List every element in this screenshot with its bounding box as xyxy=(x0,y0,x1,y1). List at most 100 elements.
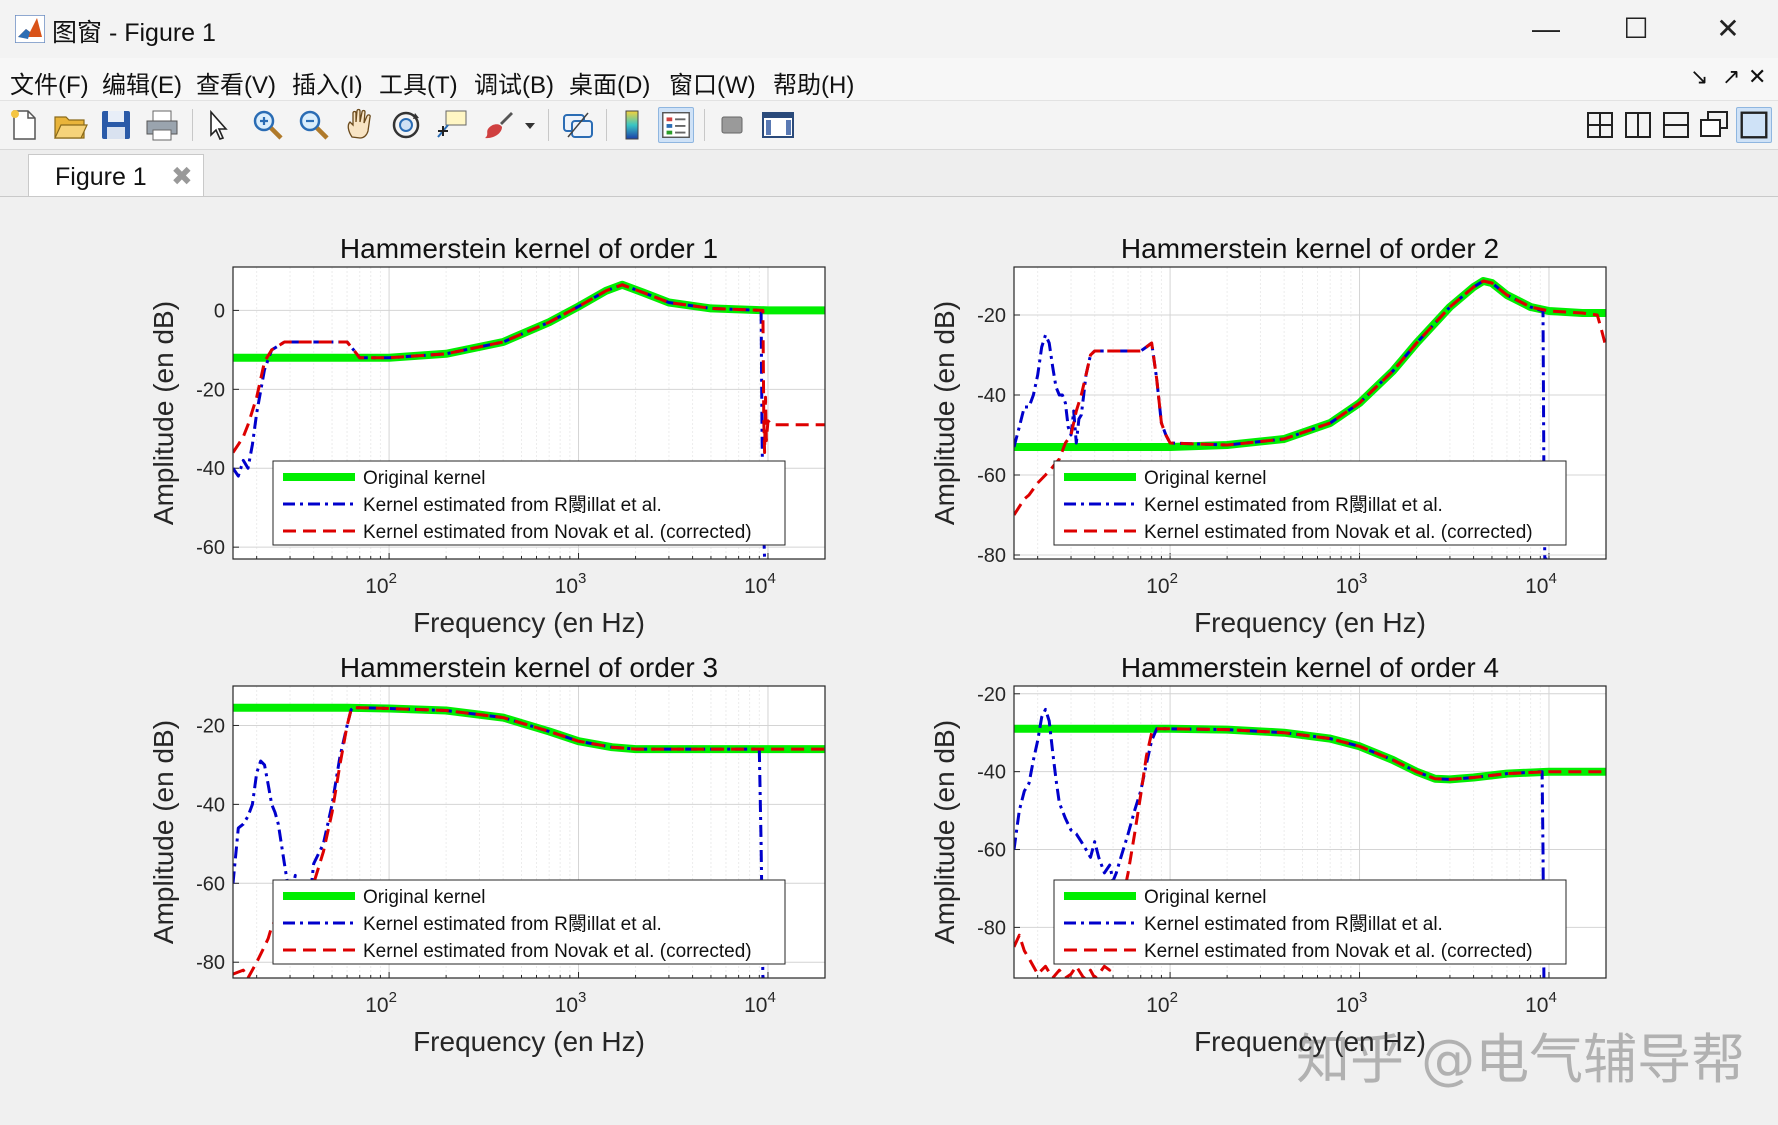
y-tick-label: -80 xyxy=(977,917,1006,939)
x-tick-label: 103 xyxy=(1336,570,1368,598)
chart-title: Hammerstein kernel of order 4 xyxy=(1121,652,1499,683)
legend-entry-2: Kernel estimated from R閿illat et al. xyxy=(363,914,662,935)
legend-entry-2: Kernel estimated from R閿illat et al. xyxy=(1144,495,1443,516)
toolbar-separator xyxy=(704,109,705,141)
y-tick-label: -80 xyxy=(977,545,1006,567)
maximize-button[interactable]: ☐ xyxy=(1623,13,1649,44)
minimize-button[interactable]: — xyxy=(1532,13,1560,44)
menu-tools[interactable]: 工具(T) xyxy=(379,72,458,99)
y-axis-label: Amplitude (en dB) xyxy=(929,301,960,525)
x-tick-label: 102 xyxy=(1146,570,1178,598)
legend-entry-3: Kernel estimated from Novak et al. (corr… xyxy=(1144,522,1533,543)
x-axis-label: Frequency (en Hz) xyxy=(1194,1026,1426,1057)
figure-toolbar xyxy=(0,101,1778,150)
axes-border xyxy=(1013,685,1607,979)
series-line-3 xyxy=(233,706,825,978)
y-tick-label: -20 xyxy=(977,305,1006,327)
legend-entry-2: Kernel estimated from R閿illat et al. xyxy=(1144,914,1443,935)
zoom-in-icon[interactable] xyxy=(250,107,286,143)
chevron-down-icon[interactable] xyxy=(522,107,538,143)
x-axis-label: Frequency (en Hz) xyxy=(1194,607,1426,638)
legend[interactable]: Original kernel Kernel estimated from R閿i… xyxy=(1053,879,1567,965)
close-window-button[interactable]: ✕ xyxy=(1716,13,1740,44)
axes-3: -80 -60 -40 -20 102 103 104 Hammerstein kernel … xyxy=(148,652,826,1057)
legend-box xyxy=(1053,879,1567,965)
undock-icon[interactable]: ↘ xyxy=(1690,64,1709,89)
legend-entry-1: Original kernel xyxy=(1144,468,1267,489)
top-bottom-icon[interactable] xyxy=(1658,107,1694,143)
colorbar-icon[interactable] xyxy=(614,107,650,143)
x-tick-label: 102 xyxy=(365,989,397,1017)
save-icon[interactable] xyxy=(98,107,134,143)
series-group xyxy=(1014,277,1606,559)
series-line-2 xyxy=(233,706,765,978)
link-icon[interactable] xyxy=(560,107,596,143)
dock-arrow-icon[interactable]: ↗ xyxy=(1722,64,1741,89)
legend-box xyxy=(272,460,786,546)
open-icon[interactable] xyxy=(52,107,88,143)
y-tick-label: -60 xyxy=(196,873,225,895)
x-tick-label: 103 xyxy=(555,989,587,1017)
plots-svg: -60 -40 -20 0 102 103 104 Hammerstein kernel of… xyxy=(148,233,1607,1057)
tile-icon[interactable] xyxy=(1582,107,1618,143)
menu-bar: 文件(F) 编辑(E) 查看(V) 插入(I) 工具(T) 调试(B) 桌面(D… xyxy=(0,58,1778,101)
y-tick-label: -40 xyxy=(196,458,225,480)
menu-window[interactable]: 窗口(W) xyxy=(669,72,756,99)
legend-box xyxy=(272,879,786,965)
series-line-2 xyxy=(1014,707,1546,978)
dock-icon[interactable] xyxy=(1736,107,1772,143)
menu-edit[interactable]: 编辑(E) xyxy=(102,72,182,99)
brush-icon[interactable] xyxy=(480,107,516,143)
legend[interactable]: Original kernel Kernel estimated from R閿i… xyxy=(272,460,786,546)
y-tick-label: 0 xyxy=(214,300,225,322)
menu-view[interactable]: 查看(V) xyxy=(196,72,276,99)
y-tick-label: -60 xyxy=(977,465,1006,487)
left-right-icon[interactable] xyxy=(1620,107,1656,143)
chart-title: Hammerstein kernel of order 2 xyxy=(1121,233,1499,264)
matlab-logo-icon xyxy=(15,15,45,43)
show-plot-tools-icon[interactable] xyxy=(760,107,796,143)
x-tick-label: 104 xyxy=(1525,570,1557,598)
print-icon[interactable] xyxy=(144,107,180,143)
float-icon[interactable] xyxy=(1696,107,1732,143)
series-line-2 xyxy=(1014,279,1548,559)
hide-plot-tools-icon[interactable] xyxy=(714,107,750,143)
axes-border xyxy=(1013,266,1607,560)
rotate-3d-icon[interactable] xyxy=(388,107,424,143)
close-figure-icon[interactable]: ✕ xyxy=(1748,64,1767,89)
series-group xyxy=(1014,707,1606,978)
tab-label: Figure 1 xyxy=(55,163,147,191)
menu-insert[interactable]: 插入(I) xyxy=(292,72,363,99)
zoom-out-icon[interactable] xyxy=(296,107,332,143)
y-tick-label: -40 xyxy=(977,762,1006,784)
y-tick-label: -40 xyxy=(977,385,1006,407)
window-title: 图窗 - Figure 1 xyxy=(52,19,216,47)
chart-title: Hammerstein kernel of order 3 xyxy=(340,652,718,683)
x-axis-label: Frequency (en Hz) xyxy=(413,607,645,638)
y-tick-label: -60 xyxy=(977,840,1006,862)
pointer-icon[interactable] xyxy=(200,107,236,143)
tab-figure-1[interactable]: Figure 1 ✖ xyxy=(28,154,204,196)
legend[interactable]: Original kernel Kernel estimated from R閿i… xyxy=(272,879,786,965)
data-cursor-icon[interactable] xyxy=(434,107,470,143)
new-icon[interactable] xyxy=(6,107,42,143)
legend-box xyxy=(1053,460,1567,546)
x-tick-label: 104 xyxy=(1525,989,1557,1017)
toolbar-separator xyxy=(548,109,549,141)
axes-1: -60 -40 -20 0 102 103 104 Hammerstein kernel of… xyxy=(148,233,826,638)
legend-entry-3: Kernel estimated from Novak et al. (corr… xyxy=(363,941,752,962)
menu-file[interactable]: 文件(F) xyxy=(10,72,89,99)
menu-desktop[interactable]: 桌面(D) xyxy=(569,72,651,99)
menu-debug[interactable]: 调试(B) xyxy=(474,72,554,99)
menu-help[interactable]: 帮助(H) xyxy=(773,72,855,99)
y-tick-label: -40 xyxy=(196,794,225,816)
legend[interactable]: Original kernel Kernel estimated from R閿i… xyxy=(1053,460,1567,546)
pan-icon[interactable] xyxy=(342,107,378,143)
axes-4: -80 -60 -40 -20 102 103 104 Hammerstein kernel … xyxy=(929,652,1607,1057)
close-tab-icon[interactable]: ✖ xyxy=(171,161,193,191)
legend-entry-1: Original kernel xyxy=(363,468,486,489)
y-axis-label: Amplitude (en dB) xyxy=(148,301,179,525)
series-line-3 xyxy=(233,283,825,454)
legend-icon[interactable] xyxy=(658,107,694,143)
legend-entry-3: Kernel estimated from Novak et al. (corr… xyxy=(1144,941,1533,962)
